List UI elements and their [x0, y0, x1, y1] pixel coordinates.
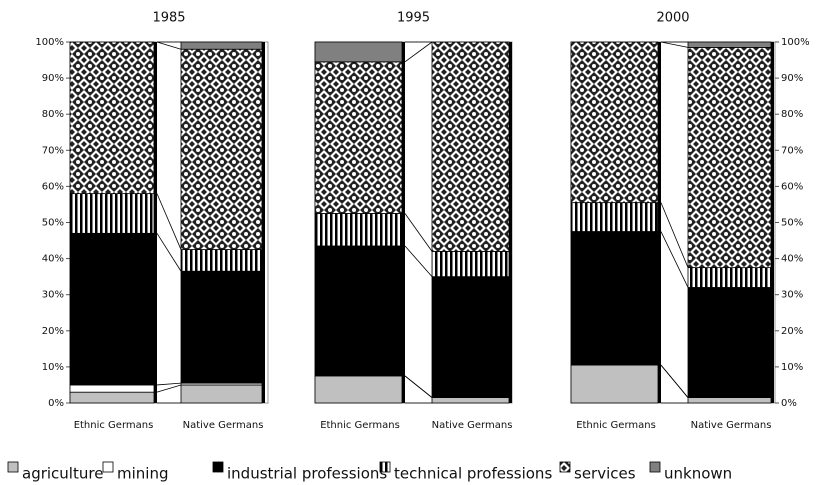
bar-segment — [69, 193, 155, 234]
bar-segment — [431, 41, 510, 252]
connector — [660, 231, 689, 288]
bar-segment — [431, 250, 510, 278]
bar-segment — [69, 384, 155, 393]
legend-swatch — [102, 461, 114, 473]
y-tick-label: 30% — [42, 290, 64, 301]
connector — [156, 384, 182, 393]
y-tick-label: 80% — [42, 109, 64, 120]
y-tick-label: 20% — [781, 326, 803, 337]
bar-segment — [314, 41, 403, 63]
connector — [156, 382, 182, 386]
x-tick-label: Native Germans — [183, 420, 264, 431]
y-tick-label: 30% — [781, 290, 803, 301]
bar-segment — [570, 364, 659, 404]
connector — [404, 213, 433, 252]
y-tick-label: 100% — [35, 37, 64, 48]
connector — [660, 202, 689, 268]
bar-segment — [687, 41, 772, 48]
connector — [156, 233, 182, 272]
bar-segment — [180, 48, 263, 250]
bar-segment — [314, 61, 403, 214]
connector — [404, 375, 433, 398]
bar-segment — [687, 397, 772, 404]
bar-segment — [180, 270, 263, 384]
legend-swatch — [379, 461, 391, 473]
panel-title: 2000 — [656, 11, 689, 26]
y-tick-label: 70% — [781, 145, 803, 156]
legend-label: mining — [117, 465, 168, 483]
panel-title: 1985 — [152, 11, 185, 26]
y-tick-label: 90% — [42, 73, 64, 84]
bar-segment — [570, 202, 659, 232]
legend-swatch — [212, 461, 224, 473]
y-tick-label: 10% — [42, 362, 64, 373]
bar-segment — [69, 232, 155, 386]
connector — [156, 193, 182, 250]
y-tick-label: 80% — [781, 109, 803, 120]
bar-segment — [314, 213, 403, 247]
bar-segment — [431, 397, 510, 404]
y-tick-label: 40% — [42, 254, 64, 265]
legend-label: services — [574, 465, 636, 483]
y-tick-label: 0% — [781, 398, 797, 409]
x-tick-label: Native Germans — [691, 420, 772, 431]
x-tick-label: Ethnic Germans — [320, 420, 400, 431]
y-tick-label: 50% — [781, 218, 803, 229]
bar-segment — [180, 384, 263, 404]
y-tick-label: 10% — [781, 362, 803, 373]
y-tick-label: 50% — [42, 218, 64, 229]
x-tick-label: Ethnic Germans — [74, 420, 154, 431]
connector — [404, 245, 433, 277]
legend-label: agriculture — [22, 465, 103, 483]
bar-segment — [180, 41, 263, 50]
bar-segment — [570, 231, 659, 366]
connector — [156, 41, 182, 50]
legend-swatch — [559, 461, 571, 473]
y-tick-label: 0% — [48, 398, 64, 409]
bar-segment — [687, 267, 772, 288]
legend-swatch — [7, 461, 19, 473]
bar-segment — [69, 391, 155, 404]
y-tick-label: 70% — [42, 145, 64, 156]
bar-segment — [314, 375, 403, 404]
bar-segment — [69, 41, 155, 195]
legend-label: technical professions — [394, 465, 552, 483]
y-tick-label: 40% — [781, 254, 803, 265]
connector — [660, 41, 689, 48]
connector — [660, 364, 689, 398]
y-tick-label: 60% — [781, 181, 803, 192]
legend-label: unknown — [664, 465, 732, 483]
bar-segment — [431, 276, 510, 398]
panel-title: 1995 — [397, 11, 430, 26]
bar-segment — [180, 249, 263, 272]
bar-segment — [687, 47, 772, 269]
x-tick-label: Native Germans — [432, 420, 513, 431]
bar-segment — [687, 287, 772, 398]
legend-label: industrial professions — [227, 465, 387, 483]
bar-segment — [570, 41, 659, 204]
x-tick-label: Ethnic Germans — [576, 420, 656, 431]
y-tick-label: 90% — [781, 73, 803, 84]
y-tick-label: 20% — [42, 326, 64, 337]
connector — [404, 41, 433, 63]
y-tick-label: 100% — [781, 37, 810, 48]
y-tick-label: 60% — [42, 181, 64, 192]
bar-segment — [314, 245, 403, 377]
legend-swatch — [649, 461, 661, 473]
